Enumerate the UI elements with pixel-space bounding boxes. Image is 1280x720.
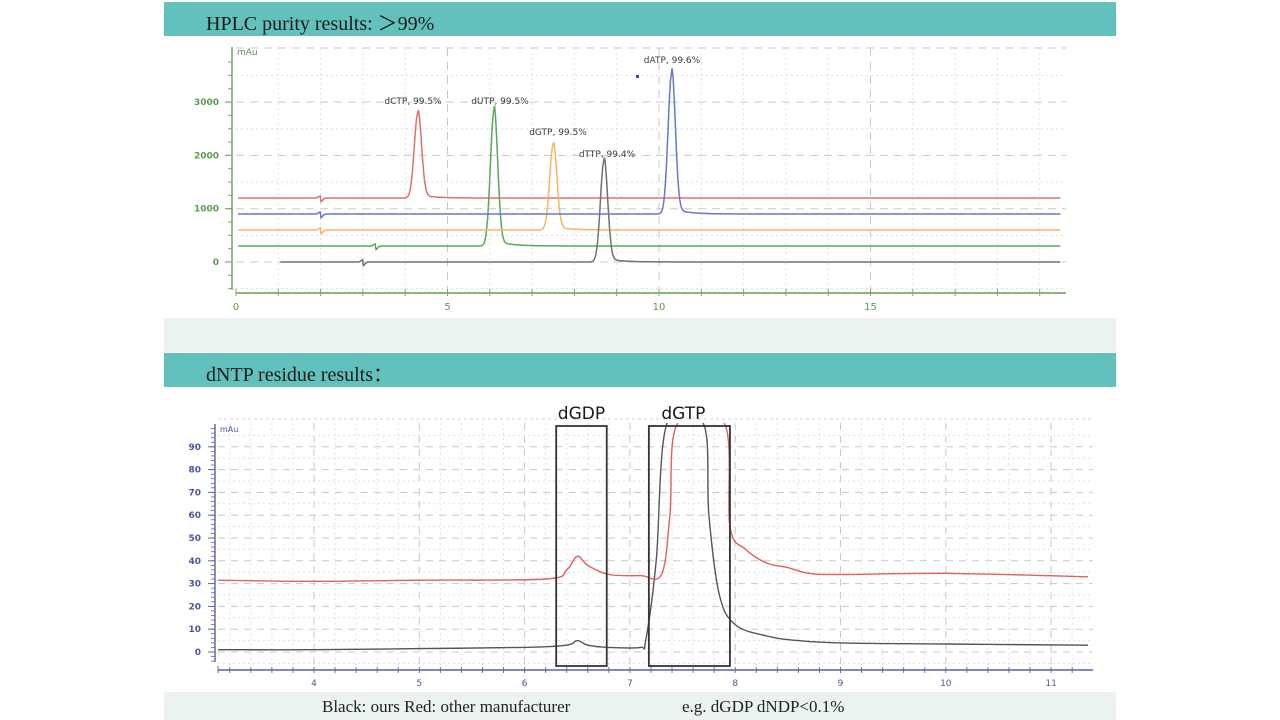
- trace-dctp: [238, 109, 1061, 204]
- y-axis-unit: mAu: [220, 425, 238, 434]
- trace-other-manufacturer: [218, 423, 1089, 583]
- x-tick-label: 6: [522, 679, 528, 689]
- x-tick-label: 7: [627, 679, 633, 689]
- trace-dutp: [238, 105, 1061, 251]
- y-tick-label: 20: [188, 602, 201, 612]
- y-tick-label: 0: [195, 648, 201, 658]
- annotation-box-dgtp: [647, 425, 731, 667]
- x-tick-label: 8: [732, 679, 738, 689]
- legend-caption: Black: ours Red: other manufacturer: [322, 697, 571, 716]
- marker-dot: [636, 75, 639, 78]
- peak-label-dctp: dCTP, 99.5%: [384, 97, 442, 107]
- y-tick-label: 80: [188, 466, 201, 476]
- purity-section-header: HPLC purity results: ＞99%: [164, 2, 1116, 36]
- purity-section-title: HPLC purity results: ＞99%: [206, 13, 435, 35]
- y-axis-unit: mAu: [237, 48, 258, 58]
- caption-band: [164, 692, 1116, 720]
- trace-datp: [238, 68, 1061, 220]
- y-tick-label: 70: [188, 488, 201, 498]
- residue-section-title: dNTP residue results：: [206, 364, 394, 386]
- y-tick-label: 1000: [194, 205, 219, 215]
- y-tick-label: 2000: [194, 151, 219, 161]
- peak-label-dgtp: dGTP, 99.5%: [529, 128, 587, 138]
- y-tick-label: 50: [188, 534, 201, 544]
- hplc-purity-chart: 0 1000 2000 3000 mAu 0 5 10 15 dCTP, 99.5% dUTP, 9…: [194, 47, 1066, 313]
- x-tick-label: 4: [311, 679, 317, 689]
- trace-dgtp: [238, 141, 1061, 236]
- x-tick-label: 5: [416, 679, 422, 689]
- peak-label-dttp: dTTP, 99.4%: [579, 150, 636, 160]
- y-tick-label: 3000: [194, 98, 219, 108]
- trace-ours: [218, 423, 1089, 651]
- y-tick-label: 40: [188, 557, 201, 567]
- peak-label-datp: dATP, 99.6%: [644, 56, 701, 66]
- trace-dttp: [280, 157, 1061, 267]
- residue-section-header: dNTP residue results：: [164, 353, 1116, 387]
- y-tick-label: 10: [188, 625, 201, 635]
- annotation-box-dgdp: [555, 425, 608, 667]
- y-tick-label: 60: [188, 511, 201, 521]
- x-tick-label: 10: [653, 302, 666, 313]
- annotation-label-dgtp: dGTP: [661, 404, 705, 424]
- y-tick-label: 90: [188, 443, 201, 453]
- spacer-band: [164, 318, 1116, 352]
- x-tick-label: 0: [233, 302, 239, 313]
- note-caption: e.g. dGDP dNDP<0.1%: [682, 697, 845, 716]
- y-tick-label: 0: [213, 258, 219, 268]
- x-tick-label: 11: [1045, 679, 1056, 689]
- x-tick-label: 9: [838, 679, 844, 689]
- y-tick-label: 30: [188, 580, 201, 590]
- x-tick-label: 10: [940, 679, 952, 689]
- x-tick-label: 5: [444, 302, 450, 313]
- x-tick-label: 15: [864, 302, 877, 313]
- annotation-label-dgdp: dGDP: [558, 404, 605, 424]
- dntp-residue-chart: 0 10 20 30 40 50 60 70 80 90 mAu 4 5 6 7 8 9 10 11 dGDP dGTP: [188, 404, 1093, 689]
- peak-label-dutp: dUTP, 99.5%: [471, 97, 529, 107]
